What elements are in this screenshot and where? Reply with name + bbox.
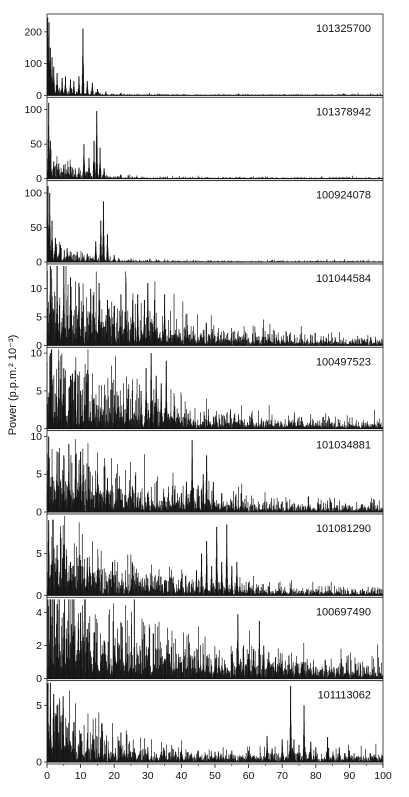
y-tick-label: 5 — [36, 469, 42, 481]
y-tick-label: 4 — [36, 607, 42, 619]
x-tick-label: 10 — [75, 770, 87, 782]
x-tick-label: 0 — [44, 770, 50, 782]
y-tick-label: 0 — [36, 340, 42, 352]
y-tick-label: 0 — [36, 757, 42, 769]
panel-label: 101378942 — [316, 106, 371, 118]
power-spectrum-101081290 — [46, 516, 384, 596]
y-tick-label: 0 — [36, 590, 42, 602]
panel-100924078: 0 50 100 100924078 — [24, 180, 384, 269]
y-tick-label: 50 — [30, 139, 42, 151]
y-tick-label: 2 — [36, 640, 42, 652]
x-tick-label: 100 — [374, 770, 392, 782]
panel-label: 100697490 — [316, 606, 371, 618]
y-tick-label: 0 — [36, 507, 42, 519]
panel-101325700: 0 100 200 101325700 — [24, 13, 384, 102]
panel-100497523: 0 5 10 100497523 — [30, 346, 384, 435]
spectrum-spikes — [46, 599, 384, 679]
y-axis-label: Power (p.p.m.² 10⁻³) — [7, 335, 19, 436]
y-tick-label: 50 — [30, 222, 42, 234]
panel-label: 101081290 — [316, 523, 371, 535]
x-axis: 0 10 20 30 40 50 60 70 80 90 100 — [44, 764, 392, 782]
y-tick-label: 5 — [36, 548, 42, 560]
power-spectrum-100697490 — [46, 599, 384, 679]
panel-101378942: 0 50 100 101378942 — [24, 96, 384, 185]
y-tick-label: 0 — [36, 257, 42, 269]
x-tick-label: 20 — [108, 770, 120, 782]
power-spectrum-100497523 — [46, 349, 384, 429]
panel-label: 101113062 — [318, 690, 371, 702]
y-tick-label: 100 — [24, 104, 42, 116]
y-tick-label: 100 — [24, 58, 42, 70]
y-tick-label: 5 — [36, 385, 42, 397]
panel-frame — [46, 13, 384, 98]
panel-frame — [46, 96, 384, 182]
x-tick-label: 40 — [176, 770, 188, 782]
y-tick-label: 0 — [36, 90, 42, 102]
panel-label: 101325700 — [316, 23, 371, 35]
y-tick-label: 0 — [36, 423, 42, 435]
panel-101081290: 0 5 101081290 — [36, 513, 384, 602]
y-tick-label: 10 — [30, 431, 42, 443]
y-tick-label: 10 — [30, 283, 42, 295]
panel-label: 100924078 — [316, 190, 371, 202]
panel-100697490: 0 2 4 100697490 — [36, 596, 384, 685]
x-tick-label: 80 — [310, 770, 322, 782]
y-tick-label: 0 — [36, 173, 42, 185]
panel-label: 101034881 — [316, 440, 371, 452]
y-tick-label: 5 — [36, 700, 42, 712]
x-tick-label: 60 — [243, 770, 255, 782]
panel-label: 101044584 — [316, 273, 371, 285]
y-tick-label: 5 — [36, 312, 42, 324]
x-tick-label: 50 — [209, 770, 221, 782]
y-tick-label: 200 — [24, 26, 42, 38]
y-tick-label: 10 — [30, 348, 42, 360]
y-tick-label: 100 — [24, 188, 42, 200]
power-spectrum-101044584 — [46, 266, 384, 346]
x-tick-label: 30 — [142, 770, 154, 782]
panel-label: 100497523 — [316, 356, 371, 368]
panel-101034881: 0 5 10 101034881 — [30, 430, 384, 519]
panel-101044584: 0 5 10 101044584 — [30, 263, 384, 352]
x-tick-label: 70 — [276, 770, 288, 782]
panel-101113062: 0 5 101113062 — [36, 680, 384, 769]
y-tick-label: 0 — [36, 673, 42, 685]
x-tick-label: 90 — [344, 770, 356, 782]
